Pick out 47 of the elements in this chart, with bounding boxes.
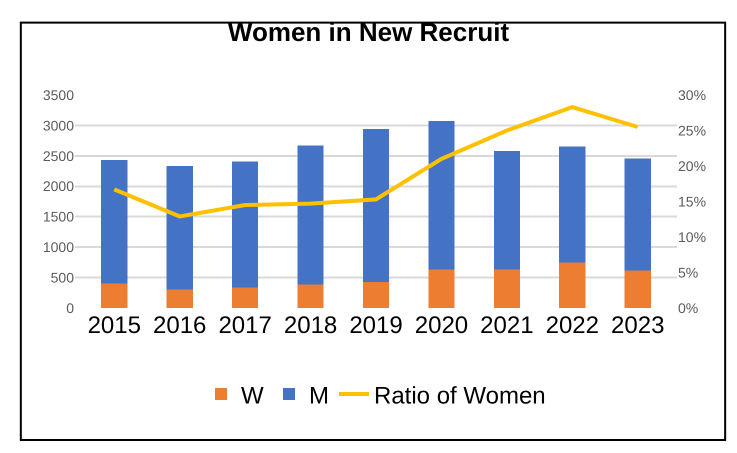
bar: [297, 146, 324, 284]
y-tick-label: 2000: [42, 178, 74, 194]
y-tick-label: 500: [50, 269, 74, 286]
x-tick-label: 2023: [611, 312, 664, 339]
x-tick-label: 2022: [546, 312, 599, 339]
x-tick-label: 2020: [414, 312, 468, 339]
bar: [166, 166, 193, 290]
y-tick-label: 3000: [42, 117, 74, 134]
y-tick-label: 3500: [42, 86, 74, 103]
bar: [166, 290, 193, 308]
bar: [232, 161, 258, 288]
y2-tick-label: 20%: [678, 158, 706, 174]
bar: [362, 282, 390, 308]
bar: [494, 150, 520, 270]
y-tick-label: 1500: [42, 208, 74, 225]
x-tick-label: 2016: [153, 312, 206, 339]
y-tick-label: 1000: [42, 239, 74, 256]
line-series: [112, 105, 640, 218]
bar: [297, 284, 324, 308]
x-tick-label: 2017: [218, 312, 272, 339]
bar: [559, 146, 586, 262]
y-tick-label: 0: [66, 300, 74, 316]
bar: [362, 129, 390, 282]
y2-tick-label: 10%: [678, 228, 706, 245]
y2-tick-label: 30%: [678, 86, 706, 103]
bar: [624, 270, 651, 308]
bar: [101, 284, 128, 308]
legend-label: M: [309, 382, 329, 410]
x-tick-label: 2019: [349, 312, 403, 339]
y2-tick-label: 25%: [678, 122, 706, 138]
x-tick-label: 2015: [88, 312, 141, 339]
x-tick-label: 2018: [284, 312, 338, 339]
y2-tick-label: 15%: [678, 193, 706, 210]
x-tick-label: 2021: [480, 312, 534, 339]
bar: [232, 287, 258, 308]
bar: [624, 158, 651, 270]
bar: [559, 262, 586, 308]
bar: [494, 270, 520, 308]
bar: [101, 160, 128, 284]
y-tick-label: 2500: [42, 148, 74, 164]
y2-tick-label: 0%: [678, 300, 698, 316]
y2-tick-label: 5%: [678, 264, 698, 280]
bar: [428, 270, 455, 308]
legend-label: Ratio of Women: [374, 382, 546, 410]
bar: [428, 121, 455, 270]
chart-title: Women in New Recruit: [228, 16, 510, 47]
legend-label: W: [241, 382, 264, 410]
